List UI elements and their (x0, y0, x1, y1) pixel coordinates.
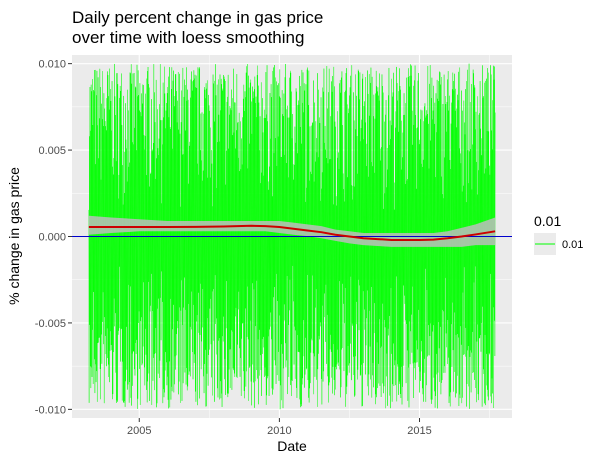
daily-change-path (88, 63, 496, 410)
x-tick-label: 2010 (267, 425, 291, 437)
loess-fit-path (88, 224, 496, 241)
x-tick-label: 2005 (127, 425, 151, 437)
y-tick-label: 0.005 (38, 145, 66, 157)
chart-title-line-2: over time with loess smoothing (72, 28, 304, 47)
loess-fit-line (88, 224, 496, 241)
y-axis-ticks: -0.010 -0.005 0.000 0.005 0.010 (35, 59, 72, 416)
y-tick-label: 0.010 (38, 59, 66, 71)
daily-change-series (88, 63, 496, 410)
y-axis-title: % change in gas price (6, 167, 22, 305)
legend: 0.01 0.01 (534, 213, 583, 255)
y-tick-label: -0.005 (35, 318, 66, 330)
chart-title-line-1: Daily percent change in gas price (72, 8, 323, 27)
y-tick-label: -0.010 (35, 404, 66, 416)
x-axis-title: Date (277, 438, 307, 454)
x-tick-label: 2015 (407, 425, 431, 437)
y-tick-label: 0.000 (38, 232, 66, 244)
x-axis-ticks: 2005 2010 2015 (127, 418, 432, 437)
legend-title: 0.01 (534, 213, 561, 229)
legend-label: 0.01 (562, 239, 583, 251)
